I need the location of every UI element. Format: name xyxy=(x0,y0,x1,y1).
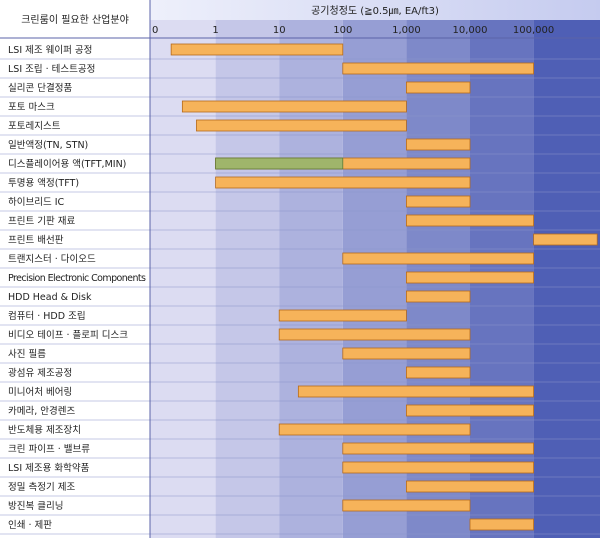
category-label: 투명용 액정(TFT) xyxy=(8,177,79,189)
decade-band xyxy=(215,20,280,538)
category-label: 사진 필름 xyxy=(8,348,46,360)
category-label: 방진복 클리닝 xyxy=(8,501,63,512)
category-label: 비디오 테이프 · 플로피 디스크 xyxy=(8,330,128,341)
range-bar xyxy=(405,214,534,227)
x-tick-label: 100,000 xyxy=(513,25,554,36)
range-bar xyxy=(342,442,534,455)
label-column-bg xyxy=(0,0,150,538)
category-label: LSI 제조 웨이퍼 공정 xyxy=(8,44,92,56)
highlight-bar xyxy=(215,157,344,170)
category-label: 실리콘 단결정품 xyxy=(8,83,72,94)
range-bar xyxy=(405,195,471,208)
range-bar xyxy=(342,461,534,474)
range-bar xyxy=(181,100,407,113)
category-column-title: 크린룸이 필요한 산업분야 xyxy=(21,13,129,26)
category-label: 포토레지스트 xyxy=(8,121,61,132)
range-bar xyxy=(342,62,534,75)
range-bar xyxy=(170,43,344,56)
category-label: 광섬유 제조공정 xyxy=(8,367,72,379)
category-label: 포토 마스크 xyxy=(8,102,55,113)
range-bar xyxy=(297,385,535,398)
range-bar xyxy=(278,423,471,436)
range-bar xyxy=(405,480,534,493)
category-label: 프린트 기판 재료 xyxy=(8,216,75,227)
decade-band xyxy=(342,20,407,538)
range-bar xyxy=(278,309,407,322)
decade-band xyxy=(279,20,343,538)
x-tick-label: 1,000 xyxy=(392,25,421,36)
category-label: 컴퓨터 · HDD 조립 xyxy=(8,310,86,322)
category-label: HDD Head & Disk xyxy=(8,292,92,303)
category-label: 트랜지스터 · 다이오드 xyxy=(8,254,96,265)
x-tick-label: 1 xyxy=(212,25,218,36)
range-bar xyxy=(405,290,471,303)
decade-band xyxy=(533,20,600,538)
category-label: 인쇄 · 제판 xyxy=(8,520,52,531)
category-label: 일반액정(TN, STN) xyxy=(8,139,88,151)
range-bar xyxy=(215,176,471,189)
range-bars xyxy=(170,43,598,531)
x-tick-labels: 0 1 10 100 1,000 10,000 100,000 xyxy=(152,25,554,36)
category-label: 카메라, 안경렌즈 xyxy=(8,405,75,417)
range-bar xyxy=(278,328,471,341)
range-bar xyxy=(533,233,598,246)
axis-header-bg xyxy=(150,0,600,20)
range-bar xyxy=(405,271,534,284)
range-bar xyxy=(342,347,471,360)
range-bar xyxy=(405,138,471,151)
category-label: 정밀 측정기 제조 xyxy=(8,481,75,493)
category-label: LSI 조립 · 테스트공정 xyxy=(8,63,95,75)
x-tick-label: 0 xyxy=(152,25,158,36)
row-lines xyxy=(0,58,600,535)
range-bar xyxy=(342,499,471,512)
category-label: LSI 제조용 화학약품 xyxy=(8,462,90,474)
range-bar xyxy=(469,518,534,531)
axis-title: 공기청정도 (≧0.5㎛, EA/ft3) xyxy=(311,5,439,17)
range-bar xyxy=(405,366,471,379)
category-label: Precision Electronic Components xyxy=(8,273,146,284)
range-bar xyxy=(405,404,534,417)
category-label: 미니어처 베어링 xyxy=(8,386,72,398)
category-label: 디스플레이어용 액(TFT,MIN) xyxy=(8,158,126,170)
category-label: 크린 파이프 · 밸브류 xyxy=(8,444,90,455)
range-bar xyxy=(405,81,471,94)
x-tick-label: 10 xyxy=(273,25,286,36)
range-bar xyxy=(196,119,407,132)
category-label: 프린트 배선판 xyxy=(8,235,64,246)
category-label: 반도체용 제조장치 xyxy=(8,424,81,436)
x-tick-label: 100 xyxy=(333,25,352,36)
range-bar xyxy=(342,252,534,265)
x-tick-label: 10,000 xyxy=(453,25,488,36)
decade-band xyxy=(150,20,216,538)
category-label: 하이브리드 IC xyxy=(8,196,65,208)
